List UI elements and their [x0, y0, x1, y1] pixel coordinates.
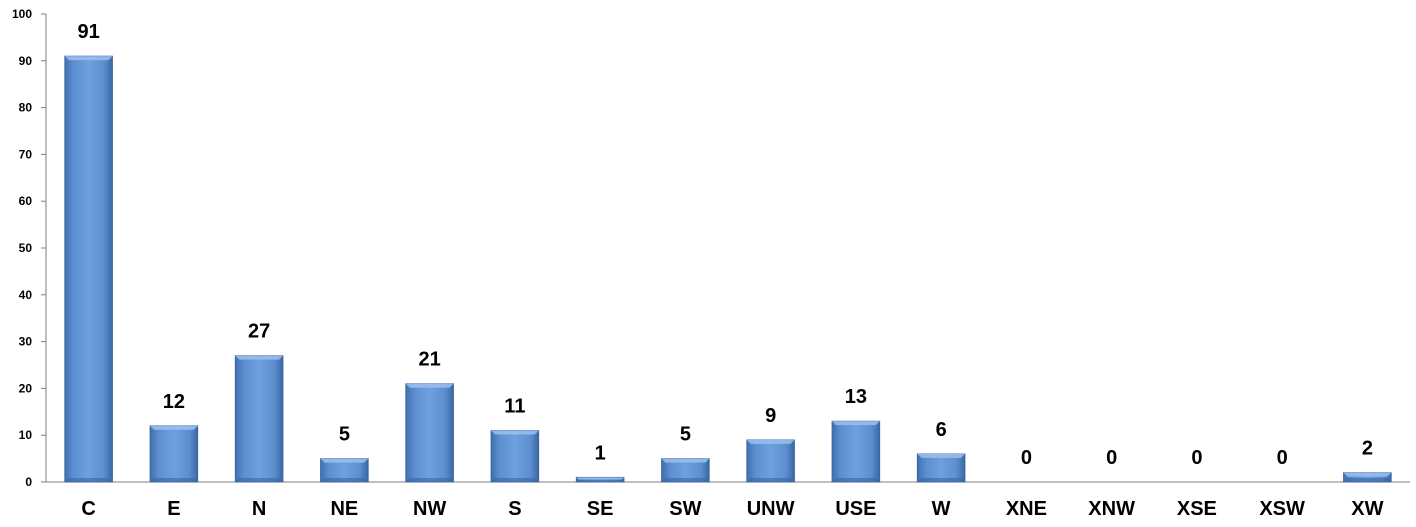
y-tick-label: 30 — [19, 335, 33, 349]
data-label-xsw: 0 — [1277, 447, 1288, 469]
x-tick-label-xsw: XSW — [1259, 498, 1305, 520]
data-label-se: 1 — [595, 442, 606, 464]
data-label-ne: 5 — [339, 424, 350, 446]
bar-w — [916, 453, 966, 483]
bar-n — [234, 355, 284, 483]
bar-e — [149, 425, 199, 483]
data-label-w: 6 — [936, 419, 947, 441]
data-label-xse: 0 — [1191, 447, 1202, 469]
bar-se — [575, 476, 625, 483]
y-tick-label: 10 — [19, 428, 33, 442]
y-tick-label: 50 — [19, 241, 33, 255]
bar-use — [831, 420, 881, 483]
bar-ne — [320, 458, 369, 483]
x-tick-label-sw: SW — [669, 498, 701, 520]
x-tick-label-xse: XSE — [1177, 498, 1217, 520]
x-tick-label-nw: NW — [413, 498, 446, 520]
data-label-n: 27 — [248, 321, 270, 343]
x-tick-label-unw: UNW — [747, 498, 795, 520]
data-label-s: 11 — [504, 396, 525, 418]
data-label-xne: 0 — [1021, 447, 1032, 469]
data-label-xw: 2 — [1362, 438, 1373, 460]
data-label-sw: 5 — [680, 424, 691, 446]
bar-nw — [405, 383, 454, 483]
data-label-unw: 9 — [765, 405, 776, 427]
data-label-xnw: 0 — [1106, 447, 1117, 469]
x-tick-label-s: S — [508, 498, 521, 520]
data-label-e: 12 — [163, 391, 185, 413]
y-tick-label: 70 — [19, 147, 33, 161]
x-tick-label-se: SE — [587, 498, 614, 520]
y-tick-label: 80 — [19, 101, 33, 115]
x-tick-label-xnw: XNW — [1088, 498, 1135, 520]
x-tick-label-w: W — [932, 498, 951, 520]
bar-s — [490, 430, 540, 483]
data-label-c: 91 — [78, 21, 100, 43]
y-tick-label: 20 — [19, 381, 33, 395]
x-tick-label-e: E — [167, 498, 180, 520]
bar-c — [64, 55, 113, 483]
y-tick-label: 90 — [19, 54, 33, 68]
bar-xw — [1343, 472, 1392, 483]
data-label-nw: 21 — [419, 349, 441, 371]
y-tick-label: 100 — [12, 7, 32, 21]
y-tick-label: 40 — [19, 288, 33, 302]
data-label-use: 13 — [845, 386, 867, 408]
x-tick-label-c: C — [81, 498, 95, 520]
x-tick-label-xw: XW — [1351, 498, 1383, 520]
x-tick-label-n: N — [252, 498, 266, 520]
x-tick-label-xne: XNE — [1006, 498, 1047, 520]
bar-sw — [661, 458, 710, 483]
bar-unw — [746, 439, 795, 483]
y-tick-label: 60 — [19, 194, 33, 208]
x-tick-label-ne: NE — [330, 498, 358, 520]
y-tick-label: 0 — [25, 475, 32, 489]
x-tick-label-use: USE — [835, 498, 876, 520]
